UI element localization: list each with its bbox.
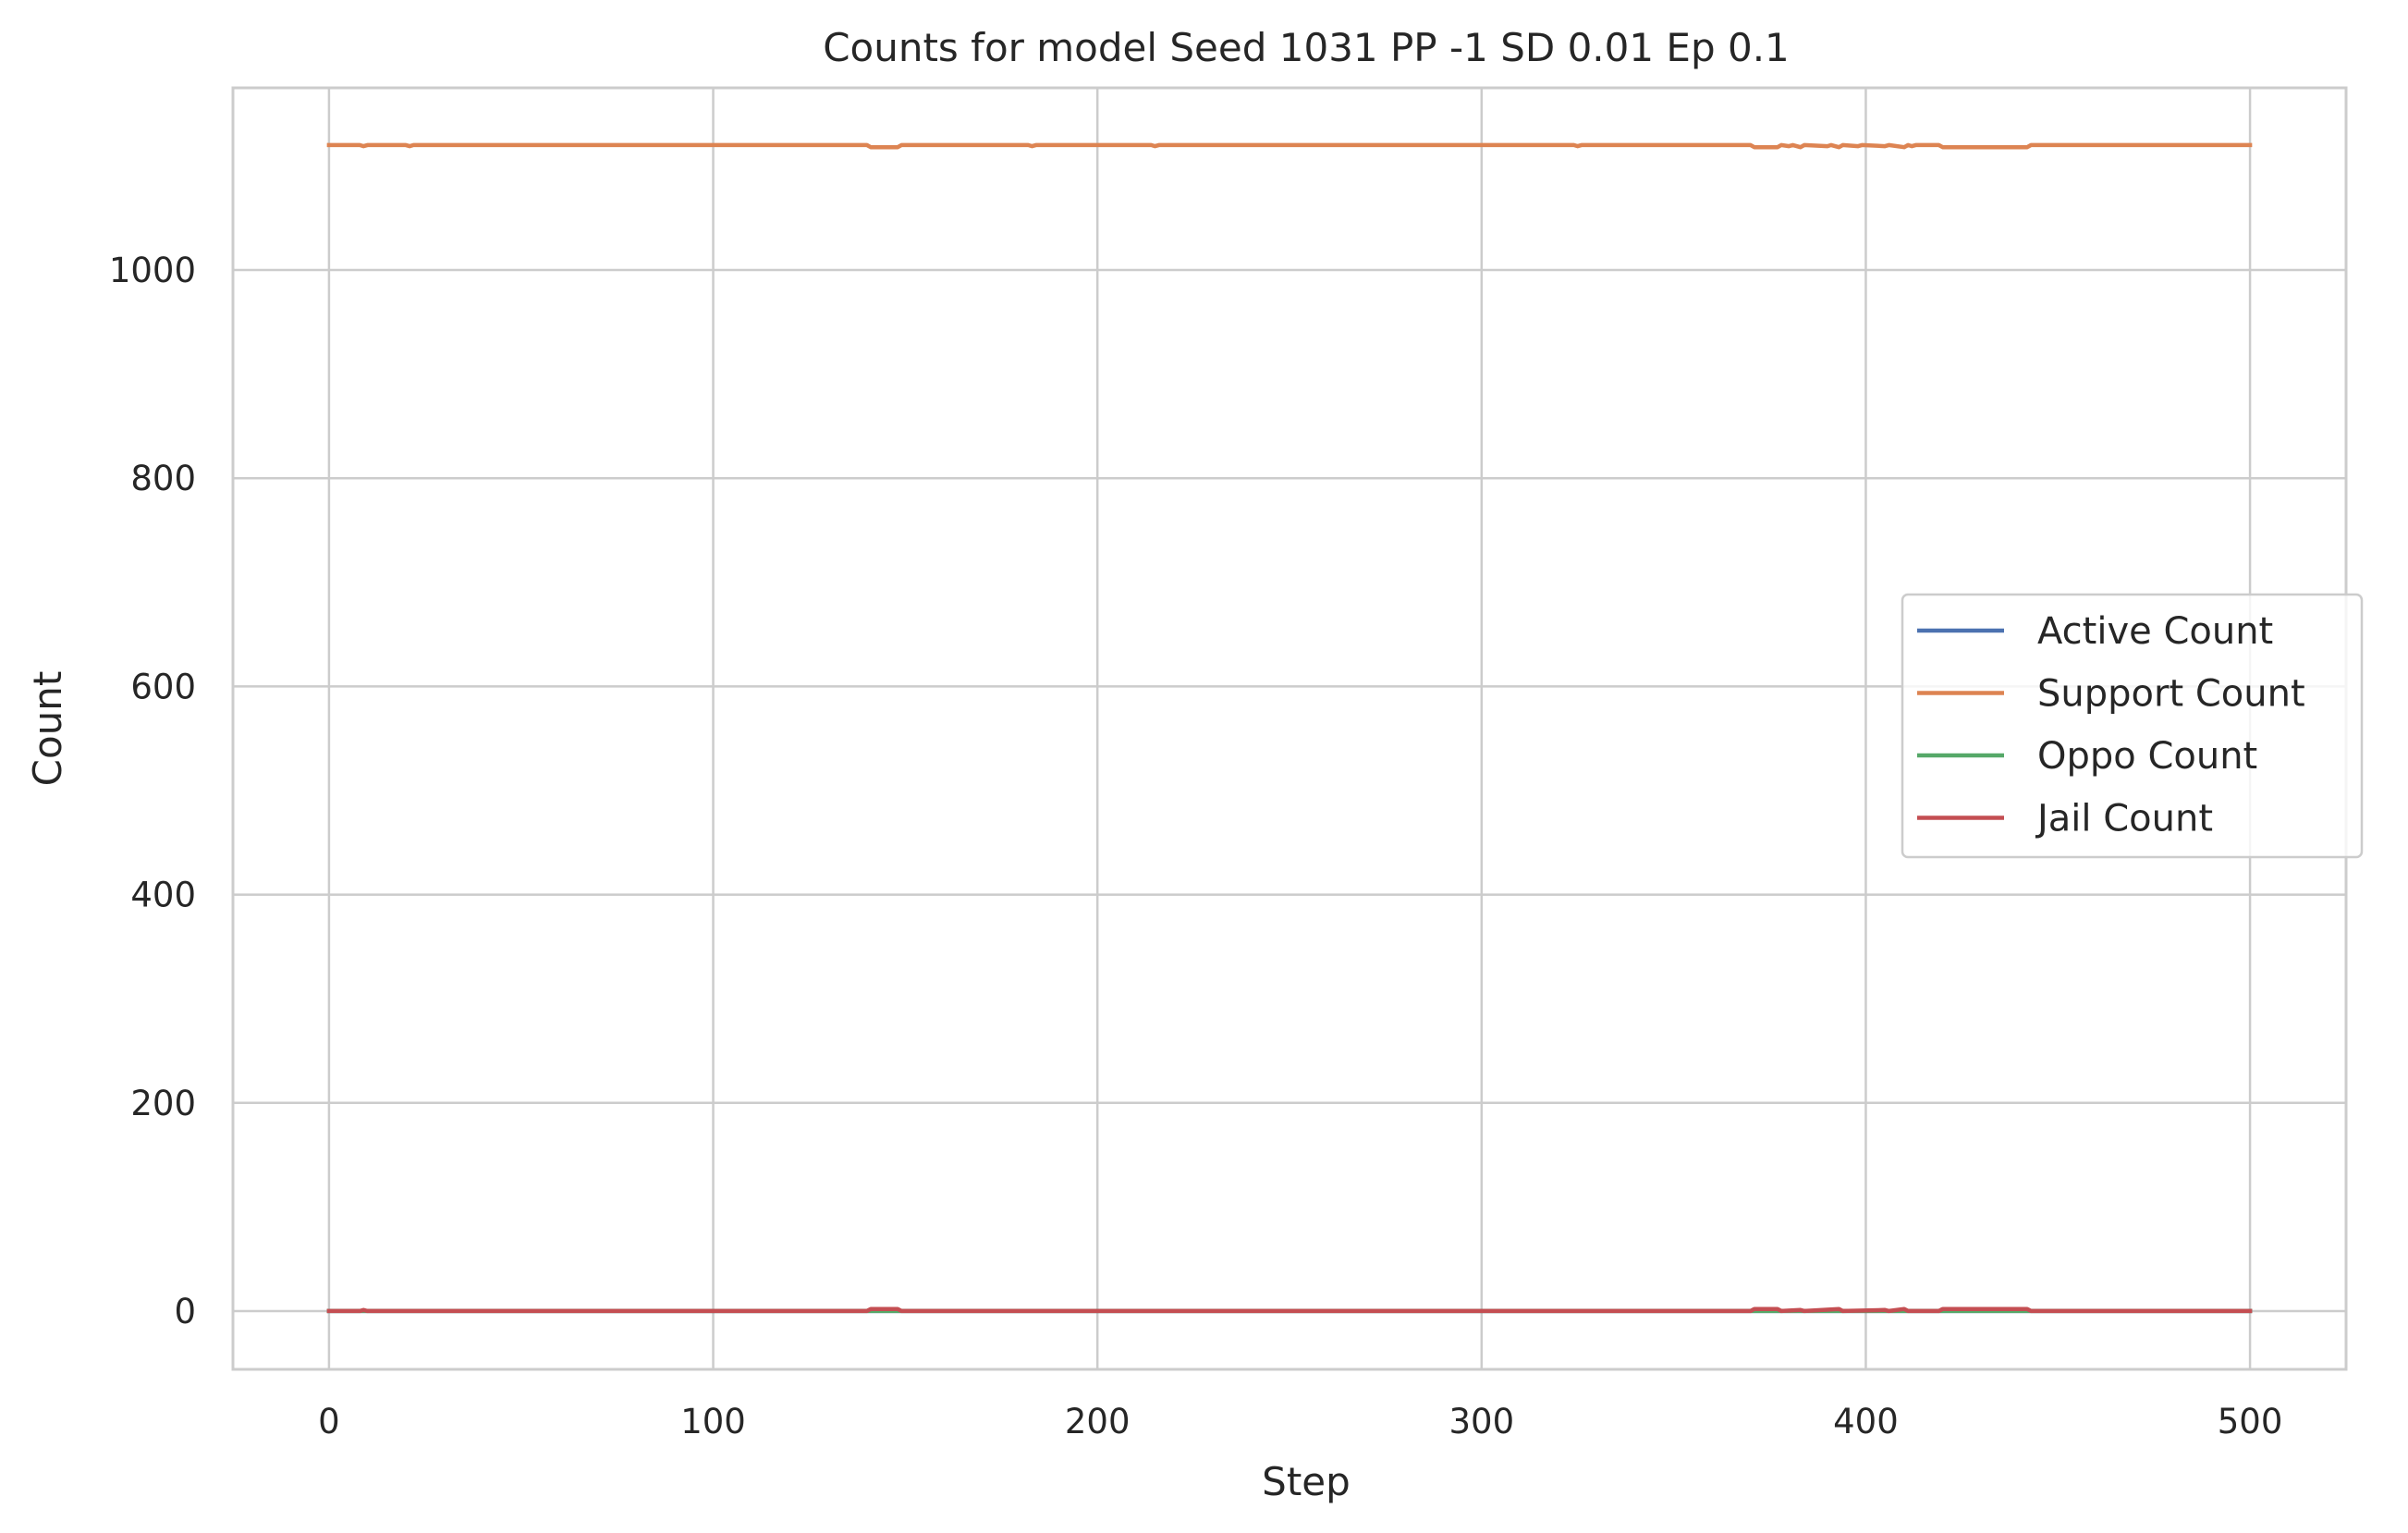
y-tick-label: 600 <box>130 667 196 706</box>
legend-label-jail-count: Jail Count <box>2035 798 2213 840</box>
tick-labels: 0 100 200 300 400 500 0 200 400 600 800 1000 <box>109 251 2283 1441</box>
x-tick-label: 100 <box>680 1402 746 1441</box>
y-tick-label: 0 <box>174 1292 196 1331</box>
x-axis-label: Step <box>1262 1459 1351 1504</box>
legend-label-active-count: Active Count <box>2037 610 2273 653</box>
y-tick-label: 400 <box>130 876 196 915</box>
legend-label-support-count: Support Count <box>2037 673 2305 716</box>
legend: Active Count Support Count Oppo Count Jail … <box>1901 593 2364 859</box>
y-tick-label: 200 <box>130 1084 196 1123</box>
x-tick-label: 200 <box>1065 1402 1131 1441</box>
legend-label-oppo-count: Oppo Count <box>2037 735 2257 778</box>
x-tick-label: 300 <box>1449 1402 1515 1441</box>
x-tick-label: 400 <box>1833 1402 1899 1441</box>
y-axis-label: Count <box>25 671 70 787</box>
y-tick-label: 800 <box>130 459 196 498</box>
chart-title: Counts for model Seed 1031 PP -1 SD 0.01… <box>823 25 1790 70</box>
series-line-jail-count <box>326 1306 2253 1314</box>
y-tick-label: 1000 <box>109 251 196 290</box>
legend-frame <box>1901 593 2364 859</box>
x-tick-label: 500 <box>2218 1402 2283 1441</box>
x-tick-label: 0 <box>318 1402 340 1441</box>
series-line-support-count <box>326 142 2253 150</box>
series-lines <box>326 142 2253 1314</box>
